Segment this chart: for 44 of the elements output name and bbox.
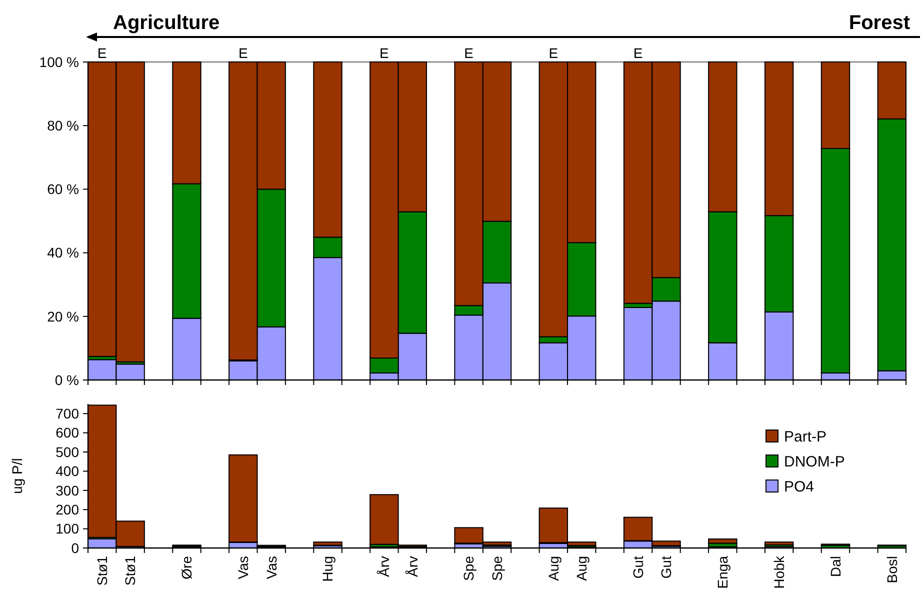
x-tick-label: Stø1 <box>94 556 110 586</box>
x-tick-label: Dal <box>827 556 844 578</box>
y-tick-label: 200 <box>56 502 80 518</box>
x-tick-label: Gut <box>658 556 674 579</box>
x-tick-label: Vas <box>235 556 252 580</box>
y-tick-label: 500 <box>56 444 80 460</box>
y-tick-label: 600 <box>56 424 80 441</box>
y-tick-label: 400 <box>56 463 80 480</box>
text: E <box>380 45 389 61</box>
x-tick-label: Øre <box>178 556 195 580</box>
y-tick-label: 100 <box>56 520 80 537</box>
y-tick-label: 0 <box>71 540 80 556</box>
text: E <box>548 45 558 61</box>
text: E <box>633 45 643 61</box>
legend-label: Part-P <box>784 428 827 446</box>
y-tick-label: 60 % <box>47 181 79 198</box>
x-tick-label: Hug <box>320 556 336 582</box>
y-tick-label: 40 % <box>47 244 79 261</box>
x-tick-label: Gut <box>630 556 646 579</box>
legend-label: DNOM-P <box>784 453 845 470</box>
y-tick-label: 80 % <box>47 118 79 134</box>
y-tick-label: 20 % <box>47 308 79 324</box>
x-tick-label: Årv <box>404 556 420 577</box>
text: E <box>97 45 107 61</box>
text: Forest <box>848 12 910 34</box>
x-tick-label: Spe <box>460 556 477 581</box>
y-tick-label: 700 <box>56 406 80 422</box>
x-tick-label: Aug <box>574 556 590 581</box>
x-tick-label: Enga <box>714 556 731 589</box>
y-tick-label: 0 % <box>54 372 79 388</box>
y-axis-title: ug P/l <box>9 458 25 494</box>
x-tick-label: Vas <box>263 556 280 580</box>
x-tick-label: Bosl <box>884 556 900 584</box>
x-tick-label: Hobk <box>770 555 787 589</box>
x-tick-label: Årv <box>376 556 392 577</box>
text: E <box>464 45 474 61</box>
text: Agriculture <box>113 12 220 34</box>
text: E <box>238 45 248 61</box>
y-tick-label: 100 % <box>39 54 79 70</box>
x-tick-label: Stø1 <box>122 556 138 586</box>
legend-label: PO4 <box>784 478 814 496</box>
x-tick-label: Aug <box>545 556 562 581</box>
x-tick-label: Spe <box>488 556 505 581</box>
y-tick-label: 300 <box>56 482 80 498</box>
